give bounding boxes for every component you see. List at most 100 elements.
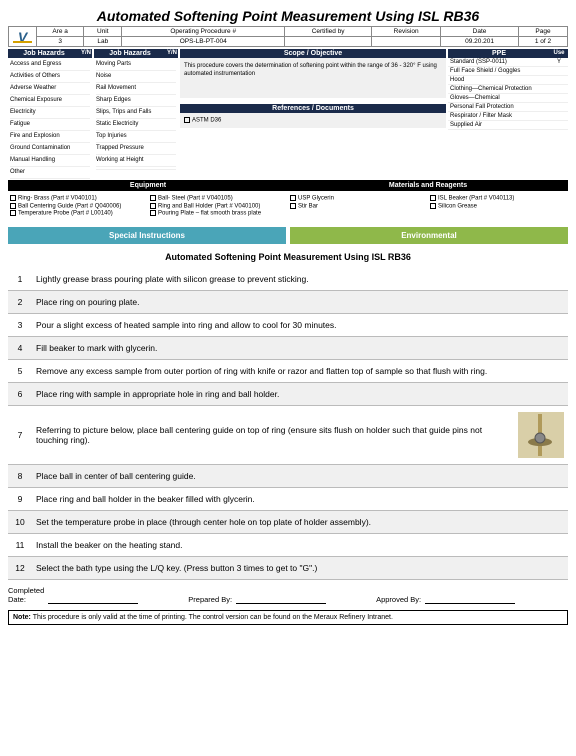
list-item: ISL Beaker (Part # V040113) <box>430 195 566 202</box>
list-item: Ball Centering Guide (Part # Q040006) <box>10 203 146 210</box>
job-hazards-header-2: Job Hazards <box>94 49 166 58</box>
ppe-name: Standard (SSP-0011) <box>448 58 550 66</box>
step-row: 10Set the temperature probe in place (th… <box>8 510 568 533</box>
hazard-item: Sharp Edges <box>96 95 176 107</box>
hazard-item: Manual Handling <box>10 155 90 167</box>
step-row: 11Install the beaker on the heating stan… <box>8 533 568 556</box>
step-text: Place ball in center of ball centering g… <box>32 464 568 487</box>
step-row: 6Place ring with sample in appropriate h… <box>8 382 568 405</box>
materials-header: Materials and Reagents <box>288 180 568 191</box>
ppe-name: Personal Fall Protection <box>448 103 550 111</box>
hazard-item: Other <box>10 167 90 179</box>
page-title: Automated Softening Point Measurement Us… <box>8 8 568 24</box>
hazard-item: Top Injuries <box>96 131 176 143</box>
scope-body: This procedure covers the determination … <box>180 58 446 98</box>
val-rev <box>372 37 441 47</box>
checkbox-icon <box>10 195 16 201</box>
ppe-row: Standard (SSP-0011)Y <box>448 58 568 67</box>
step-text: Select the bath type using the L/Q key. … <box>32 556 568 579</box>
val-proc: OPS-LB-PT-004 <box>122 37 285 47</box>
hazard-item <box>96 167 176 170</box>
ppe-list: Standard (SSP-0011)YFull Face Shield / G… <box>448 58 568 130</box>
ppe-use <box>550 103 568 111</box>
step-text: Place ring with sample in appropriate ho… <box>32 382 568 405</box>
ppe-use <box>550 112 568 120</box>
step-number: 5 <box>8 359 32 382</box>
equipment-col-1: Ring- Brass (Part # V040101)Ball Centeri… <box>10 194 146 218</box>
step-number: 11 <box>8 533 32 556</box>
hazard-item: Access and Egress <box>10 59 90 71</box>
approved-by-label: Approved By: <box>376 595 421 604</box>
val-area: 3 <box>37 37 84 47</box>
equipment-materials-body: Ring- Brass (Part # V040101)Ball Centeri… <box>8 191 568 221</box>
step-text: Remove any excess sample from outer port… <box>32 359 568 382</box>
val-cert <box>285 37 372 47</box>
step-number: 9 <box>8 487 32 510</box>
ref-item: ASTM D36 <box>192 118 221 124</box>
ppe-use <box>550 85 568 93</box>
ppe-name: Hood <box>448 76 550 84</box>
ppe-row: Clothing—Chemical Protection <box>448 85 568 94</box>
checkbox-icon <box>184 117 190 123</box>
list-item: Silicon Grease <box>430 203 566 210</box>
checkbox-icon <box>150 203 156 209</box>
equipment-materials-header-row: Equipment Materials and Reagents <box>8 180 568 191</box>
hdr-cert: Certified by <box>285 27 372 37</box>
step-text: Fill beaker to mark with glycerin. <box>32 336 568 359</box>
val-unit: Lab <box>84 37 122 47</box>
step-text: Place ring and ball holder in the beaker… <box>32 487 568 510</box>
checkbox-icon <box>10 203 16 209</box>
ppe-name: Gloves—Chemical <box>448 94 550 102</box>
step-number: 10 <box>8 510 32 533</box>
procedure-subtitle: Automated Softening Point Measurement Us… <box>8 252 568 262</box>
note-box: Note: This procedure is only valid at th… <box>8 610 568 625</box>
ppe-header: PPE <box>448 49 550 58</box>
step-text: Install the beaker on the heating stand. <box>32 533 568 556</box>
ppe-use <box>550 76 568 84</box>
equipment-col-2: Ball- Steel (Part # V040105)Ring and Bal… <box>150 194 286 218</box>
step-number: 3 <box>8 313 32 336</box>
hazard-item: Electricity <box>10 107 90 119</box>
step-number: 4 <box>8 336 32 359</box>
ppe-name: Clothing—Chemical Protection <box>448 85 550 93</box>
list-item: Ring- Brass (Part # V040101) <box>10 195 146 202</box>
note-text: This procedure is only valid at the time… <box>33 614 393 621</box>
materials-col-2: ISL Beaker (Part # V040113)Silicon Greas… <box>430 194 566 218</box>
header-table: V Are a Unit Operating Procedure # Certi… <box>8 26 568 47</box>
hdr-area: Are a <box>37 27 84 37</box>
ppe-use <box>550 94 568 102</box>
note-label: Note: <box>13 614 31 621</box>
ppe-row: Gloves—Chemical <box>448 94 568 103</box>
date-label: Date: <box>8 595 44 604</box>
list-item: Stir Bar <box>290 203 426 210</box>
list-item: Ball- Steel (Part # V040105) <box>150 195 286 202</box>
job-hazards-list-2: Moving PartsNoiseRail MovementSharp Edge… <box>94 58 178 171</box>
ppe-use <box>550 121 568 129</box>
materials-col-1: USP GlycerinStir Bar <box>290 194 426 218</box>
hazard-item: Working at Height <box>96 155 176 167</box>
hazard-item: Fire and Explosion <box>10 131 90 143</box>
ppe-row: Supplied Air <box>448 121 568 130</box>
hazard-item: Rail Movement <box>96 83 176 95</box>
hazard-item: Adverse Weather <box>10 83 90 95</box>
val-date: 09.20.201 <box>441 37 519 47</box>
ppe-use: Y <box>550 58 568 66</box>
logo-cell: V <box>9 27 37 47</box>
scope-header: Scope / Objective <box>180 49 446 58</box>
step-row: 1Lightly grease brass pouring plate with… <box>8 268 568 291</box>
ppe-name: Respirator / Filter Mask <box>448 112 550 120</box>
step-number: 12 <box>8 556 32 579</box>
step-row: 5Remove any excess sample from outer por… <box>8 359 568 382</box>
hdr-page: Page <box>519 27 568 37</box>
special-env-bars: Special Instructions Environmental <box>8 227 568 244</box>
ppe-name: Full Face Shield / Goggles <box>448 67 550 75</box>
hazard-item: Slips, Trips and Falls <box>96 107 176 119</box>
ppe-row: Hood <box>448 76 568 85</box>
step-row: 7Referring to picture below, place ball … <box>8 405 568 464</box>
prepared-by-label: Prepared By: <box>188 595 232 604</box>
checkbox-icon <box>290 203 296 209</box>
list-item: USP Glycerin <box>290 195 426 202</box>
completed-label: Completed <box>8 586 44 595</box>
hazard-item: Noise <box>96 71 176 83</box>
hazard-item: Chemical Exposure <box>10 95 90 107</box>
